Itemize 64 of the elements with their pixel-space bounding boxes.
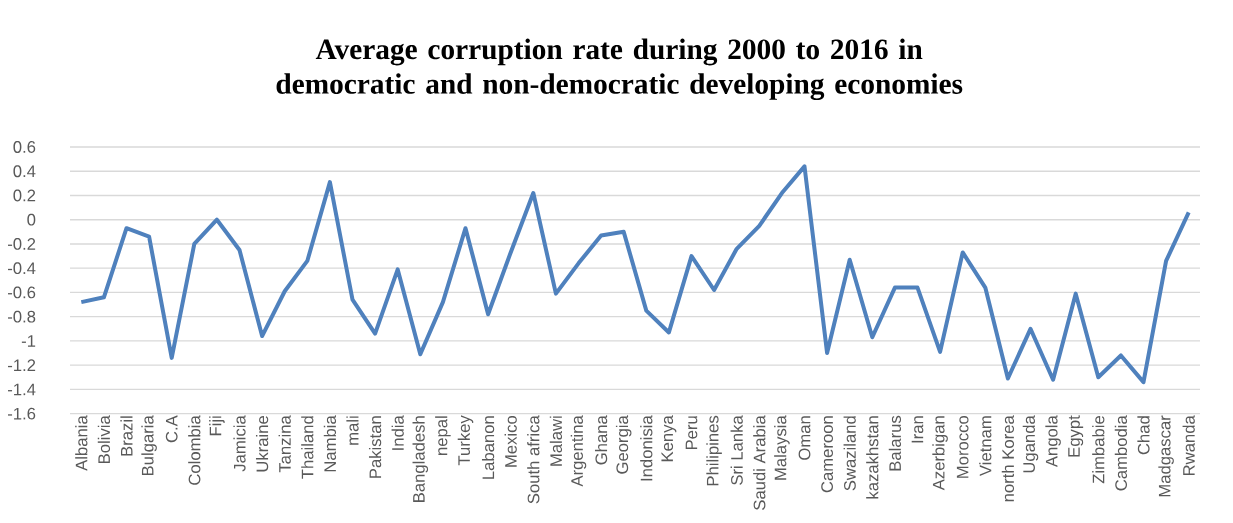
x-tick-label: Kenya — [661, 415, 677, 462]
y-tick-label: -0.6 — [7, 286, 36, 299]
x-tick-label: Iran — [911, 416, 924, 443]
x-tick-label: Georgia — [615, 415, 632, 474]
x-tick-label: Albania — [75, 415, 88, 471]
x-tick-label: Peru — [685, 416, 698, 450]
x-tick-label: north Korea — [1001, 415, 1015, 502]
y-tick-label: 0.6 — [13, 141, 36, 153]
x-tick-label: Pakistan — [368, 416, 382, 478]
x-tick-label: mali — [346, 416, 359, 445]
x-tick-label: Ghana — [594, 415, 608, 465]
chart-title: Average corruption rate during 2000 to 2016 in democratic and non-democratic developing economies — [276, 38, 963, 101]
x-tick-label: Saudi Arabia — [753, 415, 766, 510]
x-tick-label: kazakhstan — [866, 416, 879, 499]
x-tick-label: Chad — [1137, 416, 1150, 455]
x-tick-label: Balarus — [888, 415, 902, 471]
y-tick-label: -1.4 — [7, 383, 36, 396]
x-tick-label: Fiji — [209, 416, 225, 436]
x-tick-label: Ukraine — [255, 416, 269, 472]
x-tick-label: Tanzina — [278, 415, 291, 473]
x-tick-label: Oman — [798, 416, 811, 460]
x-tick-label: Madgascar — [1158, 415, 1174, 497]
x-tick-label: Swaziland — [843, 416, 856, 491]
x-tick-label: Colombia — [188, 415, 201, 485]
x-tick-label: Uganda — [1022, 415, 1039, 473]
x-tick-label: C.A — [165, 415, 178, 443]
y-tick-label: -1.2 — [7, 359, 36, 371]
x-tick-label: Philipines — [706, 415, 722, 486]
x-tick-label: Angola — [1045, 415, 1061, 468]
y-tick-label: -0.2 — [7, 238, 36, 250]
x-tick-label: Thailand — [301, 416, 314, 479]
x-tick-label: Indonisia — [640, 415, 653, 481]
y-tick-label: 0.4 — [13, 165, 36, 178]
x-tick-label: Morocco — [956, 415, 969, 478]
x-tick-label: Bulgaria — [141, 415, 157, 476]
y-tick-label: -0.8 — [7, 310, 36, 323]
y-tick-label: -1 — [21, 335, 36, 347]
y-tick-label: 0.2 — [13, 189, 36, 202]
x-tick-label: Egypt — [1068, 415, 1084, 457]
x-tick-label: Cambodia — [1114, 415, 1128, 491]
x-tick-label: India — [391, 415, 404, 450]
x-tick-label: South africa — [527, 415, 540, 504]
y-tick-label: -1.6 — [7, 407, 36, 420]
y-tick-label: 0 — [27, 213, 36, 226]
x-tick-label: Malawi — [549, 416, 563, 466]
x-tick-label: Turkey — [457, 415, 474, 466]
x-tick-label: Rwanda — [1182, 415, 1195, 476]
x-tick-label: Azerbigan — [932, 416, 948, 491]
x-tick-label: Nambia — [323, 415, 337, 472]
x-tick-label: Vietnam — [979, 416, 992, 477]
x-tick-label: Zimbabie — [1092, 416, 1105, 484]
x-tick-label: nepal — [435, 416, 451, 455]
x-tick-label: Argentina — [570, 415, 587, 487]
x-tick-label: Brazil — [120, 416, 133, 456]
x-tick-label: Sri Lanka — [730, 415, 743, 485]
y-tick-label: -0.4 — [7, 262, 36, 275]
x-tick-label: Bolivia — [97, 415, 111, 463]
x-tick-label: Bangladesh — [412, 416, 429, 502]
x-tick-label: Mexico — [504, 415, 517, 467]
x-tick-label: Malaysia — [774, 415, 790, 480]
x-tick-label: Cameroon — [821, 416, 833, 493]
line-series — [79, 164, 1191, 385]
x-tick-label: Jamicia — [233, 415, 246, 472]
x-tick-label: Labanon — [481, 416, 495, 479]
